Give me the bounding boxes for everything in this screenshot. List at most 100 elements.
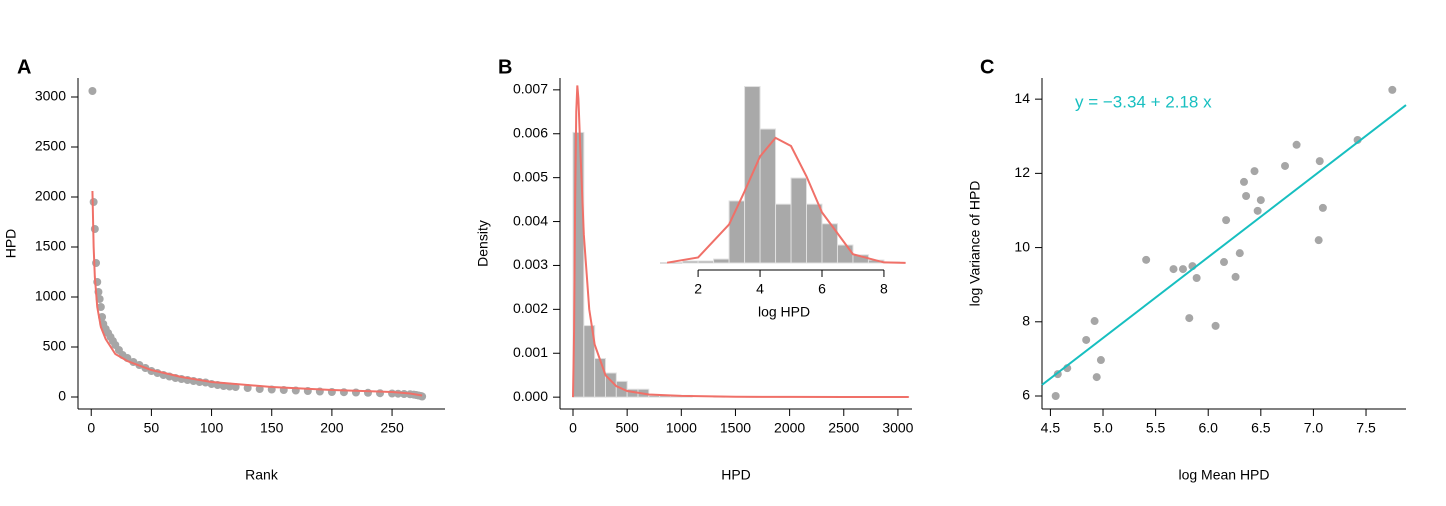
fit-line (571, 85, 909, 399)
y-tick-label: 0 (58, 388, 66, 404)
y-tick-label: 0.005 (513, 168, 548, 184)
point (1281, 161, 1290, 170)
x-tick-label: 3000 (882, 420, 913, 436)
y-tick-label: 1500 (35, 238, 66, 254)
y-tick-label: 0.003 (513, 256, 548, 272)
y-tick-label: 12 (1014, 164, 1030, 180)
point (1242, 192, 1251, 201)
point (1092, 373, 1101, 382)
point (90, 225, 99, 233)
point (1318, 203, 1327, 212)
y-tick-label: 1000 (35, 288, 66, 304)
inset-x-label: log HPD (758, 304, 810, 320)
point (96, 303, 105, 311)
y-tick-label: 0.004 (513, 212, 548, 228)
x-tick-label: 500 (615, 420, 639, 436)
x-tick-label: 5.5 (1146, 420, 1166, 436)
x-tick-label: 2 (694, 281, 702, 297)
point (1292, 140, 1301, 149)
panel-label: B (498, 56, 512, 78)
x-tick-label: 150 (260, 420, 284, 436)
x-tick-label: 5.0 (1093, 420, 1113, 436)
point (1096, 356, 1105, 365)
histogram-bar (572, 131, 585, 398)
point (1235, 249, 1244, 258)
x-tick-label: 200 (320, 420, 344, 436)
x-tick-label: 1000 (666, 420, 697, 436)
point (376, 389, 385, 398)
x-tick-label: 1500 (720, 420, 751, 436)
y-tick-label: 500 (43, 338, 67, 354)
point (1169, 265, 1178, 274)
y-tick-label: 0.006 (513, 124, 548, 140)
point (1231, 272, 1240, 281)
x-tick-label: 7.5 (1356, 420, 1376, 436)
y-tick-label: 14 (1014, 90, 1030, 106)
fit-line (91, 190, 423, 397)
histogram-bar (775, 203, 792, 264)
point (1178, 265, 1187, 274)
y-tick-label: 0.001 (513, 344, 548, 360)
point (418, 392, 427, 401)
x-tick-label: 8 (880, 281, 888, 297)
histogram-bar (682, 260, 699, 264)
fit-line (1041, 104, 1407, 386)
point (363, 388, 372, 397)
x-axis-label: log Mean HPD (1178, 467, 1269, 483)
x-tick-label: 250 (380, 420, 404, 436)
point (1222, 216, 1231, 225)
y-tick-label: 2500 (35, 138, 66, 154)
point (88, 87, 97, 95)
x-tick-label: 0 (569, 420, 577, 436)
x-tick-label: 4.5 (1041, 420, 1061, 436)
point (1253, 206, 1262, 215)
x-tick-label: 6.5 (1251, 420, 1271, 436)
point (1239, 177, 1248, 186)
point (1082, 335, 1091, 344)
x-axis-label: Rank (245, 467, 279, 483)
point (1192, 274, 1201, 283)
point (1256, 196, 1265, 205)
y-tick-label: 10 (1014, 238, 1030, 254)
point (1142, 255, 1151, 264)
y-axis-label: HPD (3, 229, 19, 259)
x-tick-label: 6 (818, 281, 826, 297)
x-axis-label: HPD (721, 467, 751, 483)
histogram-bar (594, 358, 606, 398)
y-tick-label: 0.000 (513, 388, 548, 404)
y-axis-label: Density (475, 220, 491, 267)
x-tick-label: 2000 (774, 420, 805, 436)
y-tick-label: 6 (1022, 387, 1030, 403)
y-tick-label: 2000 (35, 188, 66, 204)
point (1314, 236, 1323, 245)
point (1051, 392, 1060, 401)
histogram-bar (806, 203, 823, 264)
x-tick-label: 2500 (828, 420, 859, 436)
point (1090, 317, 1099, 326)
y-tick-label: 3000 (35, 88, 66, 104)
histogram-bar (697, 260, 715, 264)
histogram-bar (759, 128, 777, 264)
panel-label: C (980, 56, 994, 78)
y-axis-label: log Variance of HPD (967, 181, 983, 307)
x-tick-label: 7.0 (1304, 420, 1324, 436)
equation: y = −3.34 + 2.18 x (1075, 92, 1212, 111)
point (1388, 85, 1397, 94)
panel-label: A (17, 56, 31, 78)
x-tick-label: 6.0 (1198, 420, 1218, 436)
point (351, 388, 360, 397)
point (1211, 321, 1220, 330)
fit-line (666, 136, 906, 264)
histogram-bar (790, 177, 808, 264)
y-tick-label: 0.007 (513, 81, 548, 97)
x-tick-label: 4 (756, 281, 764, 297)
point (1185, 314, 1194, 323)
histogram-bar (713, 258, 730, 264)
x-tick-label: 0 (87, 420, 95, 436)
x-tick-label: 50 (144, 420, 160, 436)
point (1220, 258, 1228, 267)
y-tick-label: 0.002 (513, 300, 548, 316)
y-tick-label: 8 (1022, 313, 1030, 329)
point (1315, 157, 1324, 166)
